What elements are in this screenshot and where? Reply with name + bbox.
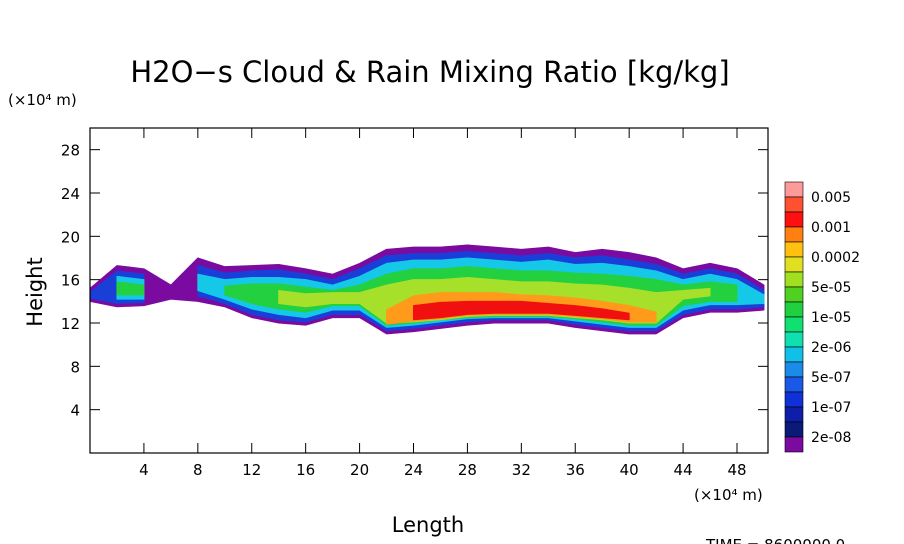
colorbar-swatch xyxy=(784,421,804,438)
colorbar-swatch xyxy=(784,316,804,333)
colorbar-swatch xyxy=(784,301,804,318)
colorbar-swatch xyxy=(784,406,804,423)
contour-band xyxy=(412,300,630,321)
colorbar-label: 0.005 xyxy=(811,190,851,206)
colorbar-swatch xyxy=(784,391,804,408)
colorbar-swatch xyxy=(784,286,804,303)
x-tick-label: 20 xyxy=(350,461,369,479)
y-axis-label: Height xyxy=(23,257,47,326)
x-tick-label: 8 xyxy=(193,461,203,479)
colorbar-swatch xyxy=(784,436,804,453)
x-tick-label: 44 xyxy=(674,461,693,479)
x-tick-label: 48 xyxy=(727,461,746,479)
x-tick-label: 36 xyxy=(566,461,585,479)
colorbar-swatch xyxy=(784,241,804,258)
x-tick-label: 40 xyxy=(620,461,639,479)
colorbar-swatch xyxy=(784,211,804,228)
colorbar-swatch xyxy=(784,271,804,288)
x-tick-label: 28 xyxy=(458,461,477,479)
field xyxy=(89,244,765,335)
colorbar-label: 2e-08 xyxy=(811,430,851,446)
plot-frame xyxy=(89,127,769,454)
y-tick-label: 8 xyxy=(70,358,80,376)
x-tick-label: 16 xyxy=(296,461,315,479)
colorbar-swatch xyxy=(784,226,804,243)
colorbar-label: 5e-05 xyxy=(811,280,851,296)
colorbar-swatch xyxy=(784,331,804,348)
y-tick-label: 12 xyxy=(61,315,80,333)
y-tick-label: 16 xyxy=(61,272,80,290)
y-tick-label: 20 xyxy=(61,228,80,246)
chart-title: H2O−s Cloud & Rain Mixing Ratio [kg/kg] xyxy=(130,55,729,89)
colorbar-label: 0.0002 xyxy=(811,250,860,266)
colorbar-label: 2e-06 xyxy=(811,340,851,356)
x-tick-label: 12 xyxy=(242,461,261,479)
x-unit: (×10⁴ m) xyxy=(694,486,763,504)
y-tick-label: 28 xyxy=(61,142,80,160)
colorbar-label: 5e-07 xyxy=(811,370,851,386)
y-unit: (×10⁴ m) xyxy=(8,91,77,109)
colorbar-swatch xyxy=(784,181,804,198)
colorbar-swatch xyxy=(784,376,804,393)
x-tick-label: 4 xyxy=(139,461,149,479)
x-tick-label: 32 xyxy=(512,461,531,479)
contour-band xyxy=(116,281,145,296)
x-axis-label: Length xyxy=(392,513,464,537)
colorbar-swatch xyxy=(784,196,804,213)
footer: TIME = 8600000.0 xyxy=(705,536,845,544)
colorbar-label: 1e-07 xyxy=(811,400,851,416)
colorbar-label: 1e-05 xyxy=(811,310,851,326)
y-tick-label: 4 xyxy=(70,402,80,420)
colorbar-label: 0.001 xyxy=(811,220,851,236)
colorbar-swatch xyxy=(784,361,804,378)
colorbar-swatch xyxy=(784,256,804,273)
colorbar-swatch xyxy=(784,346,804,363)
y-tick-label: 24 xyxy=(61,185,80,203)
x-tick-label: 24 xyxy=(404,461,423,479)
